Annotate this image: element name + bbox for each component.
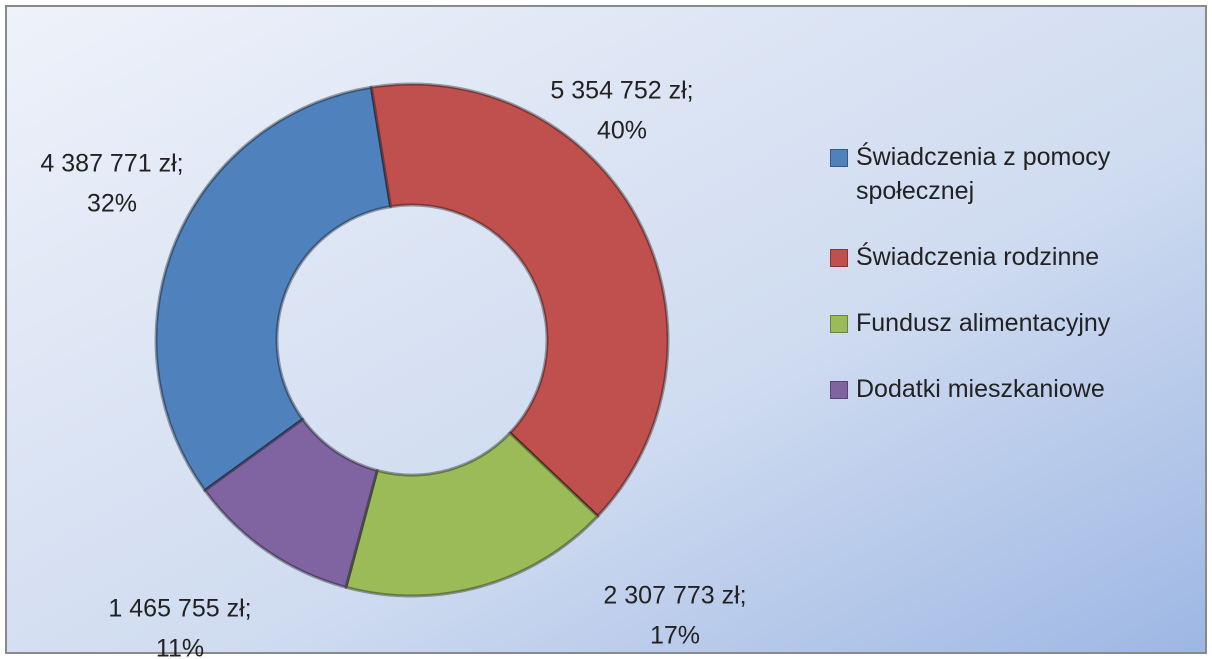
donut-slice — [344, 431, 600, 598]
legend-label: Świadczenia rodzinne — [856, 243, 1100, 271]
legend-item: Świadczenia rodzinne — [830, 240, 1200, 274]
legend-swatch — [830, 149, 848, 167]
donut-slice — [369, 82, 670, 518]
legend-swatch — [830, 315, 848, 333]
legend: Świadczenia z pomocy społecznej Świadczen… — [830, 140, 1200, 438]
data-label: 1 465 755 zł; — [108, 595, 251, 623]
data-label: 4 387 771 zł; — [40, 150, 183, 178]
data-label: 11% — [156, 635, 204, 659]
legend-label: Fundusz alimentacyjny — [856, 309, 1111, 337]
data-label: 17% — [650, 622, 700, 650]
legend-item: Świadczenia z pomocy społecznej — [830, 140, 1200, 208]
data-label: 40% — [597, 117, 647, 145]
data-label: 2 307 773 zł; — [603, 582, 746, 610]
legend-swatch — [830, 381, 848, 399]
legend-item: Fundusz alimentacyjny — [830, 306, 1200, 340]
donut-slice — [203, 417, 379, 589]
data-label: 32% — [87, 190, 137, 218]
data-label: 5 354 752 zł; — [550, 77, 693, 105]
legend-item: Dodatki mieszkaniowe — [830, 372, 1200, 406]
legend-label: Dodatki mieszkaniowe — [856, 375, 1105, 403]
legend-swatch — [830, 249, 848, 267]
donut-slice — [154, 85, 393, 492]
legend-label: Świadczenia z pomocy społecznej — [856, 143, 1111, 205]
